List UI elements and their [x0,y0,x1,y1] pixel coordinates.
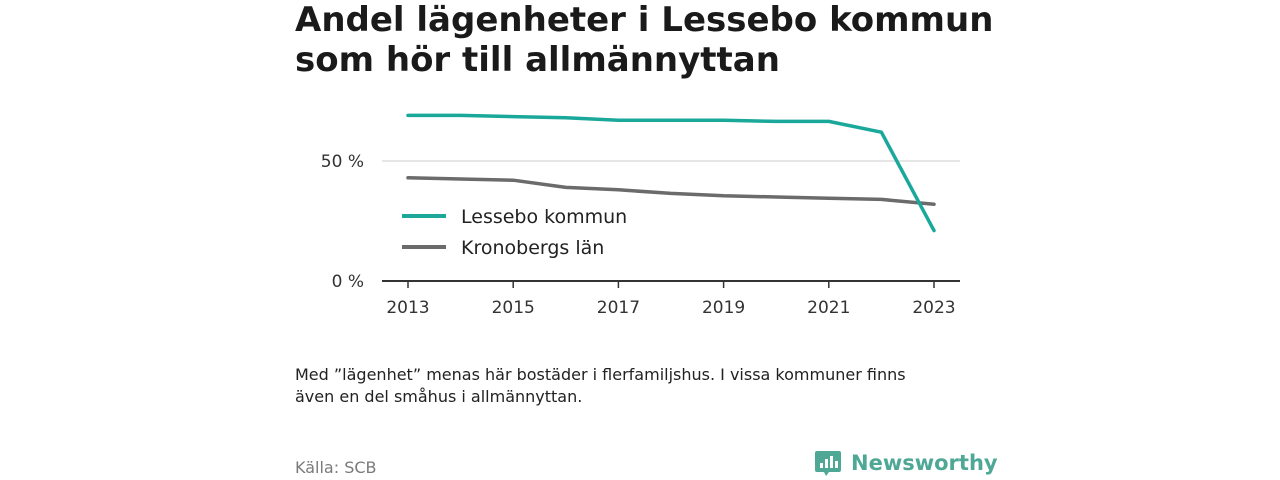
x-tick-label: 2017 [597,298,640,318]
x-tick-label: 2023 [912,298,955,318]
brand-name: Newsworthy [851,451,998,475]
chart-title-line-2: som hör till allmännyttan [295,40,780,80]
legend: Lessebo kommun Kronobergs län [392,197,642,269]
series-line-1 [406,176,936,206]
series-line-0 [406,113,936,233]
x-tick-label: 2019 [702,298,745,318]
chart-title: Andel lägenheter i Lessebo kommun som hö… [295,0,995,80]
newsworthy-logo-icon [815,451,841,476]
series-lines [406,113,936,233]
y-tick-label: 0 % [332,272,364,292]
y-tick-label: 50 % [321,152,364,172]
chart-note: Med ”lägenhet” menas här bostäder i fler… [295,364,985,408]
x-tick-label: 2021 [807,298,850,318]
source-label: Källa: SCB [295,458,377,477]
chart-title-line-1: Andel lägenheter i Lessebo kommun [295,0,994,40]
x-tick-label: 2015 [492,298,535,318]
axes: 0 % 50 % 2013 2015 2017 2019 2021 2023 [321,152,960,318]
x-tick-label: 2013 [386,298,429,318]
legend-label: Lessebo kommun [461,206,627,228]
legend-label: Kronobergs län [461,237,604,259]
newsworthy-logo: Newsworthy [814,448,998,478]
chart-note-line-2: även en del småhus i allmännyttan. [295,387,583,406]
legend-backdrop [392,197,642,269]
chart-note-line-1: Med ”lägenhet” menas här bostäder i fler… [295,365,906,384]
